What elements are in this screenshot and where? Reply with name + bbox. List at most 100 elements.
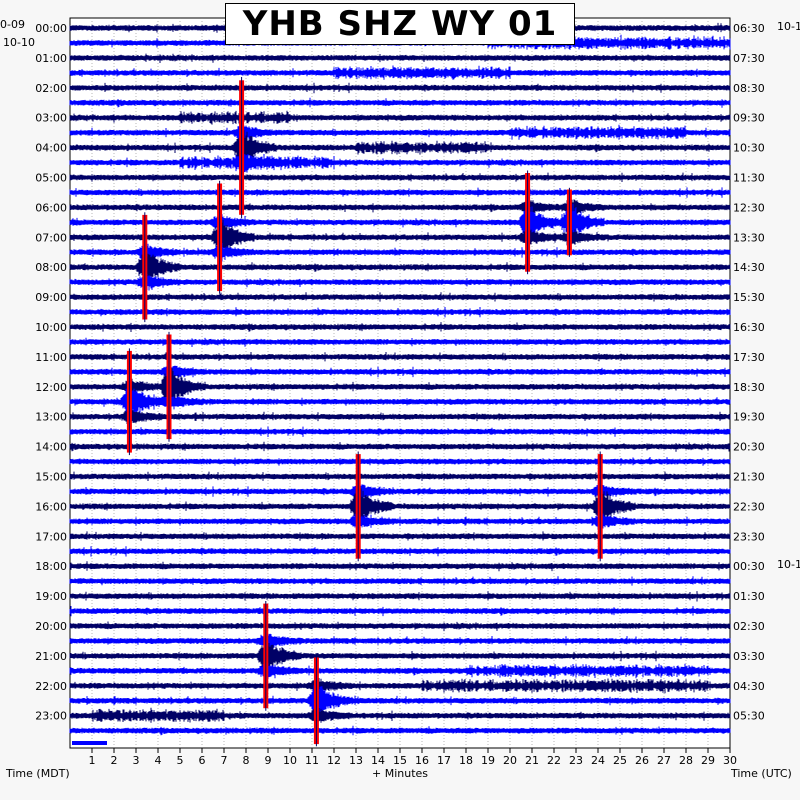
left-date-label-start: 0-09: [0, 18, 25, 31]
right-hour-label: 05:30: [733, 710, 765, 723]
left-date-label: 10-10: [3, 36, 35, 49]
x-axis-title: + Minutes: [372, 767, 428, 780]
trace-row-34: [69, 531, 731, 541]
trace-row-28: [69, 441, 731, 452]
trace-row-36: [69, 561, 731, 572]
trace-row-11: [69, 187, 731, 198]
trace-row-41: [69, 632, 731, 650]
x-tick-label: 10: [283, 754, 297, 767]
right-hour-label: 15:30: [733, 291, 765, 304]
x-tick-label: 15: [393, 754, 407, 767]
trace-row-47: [69, 725, 731, 736]
left-hour-label: 08:00: [35, 261, 67, 274]
right-hour-label: 17:30: [733, 351, 765, 364]
x-tick-label: 20: [503, 754, 517, 767]
right-hour-label: 18:30: [733, 381, 765, 394]
left-hour-label: 10:00: [35, 321, 67, 334]
left-hour-label: 12:00: [35, 381, 67, 394]
right-hour-label: 02:30: [733, 620, 765, 633]
event-picks: [126, 77, 603, 747]
trace-row-30: [69, 471, 731, 481]
x-tick-label: 26: [635, 754, 649, 767]
x-tick-label: 24: [591, 754, 605, 767]
left-hour-label: 02:00: [35, 82, 67, 95]
right-hour-label: 14:30: [733, 261, 765, 274]
left-hour-axis: 00:00 01:00 02:00 03:00 04:00 05:00 06:00 07:00…: [35, 22, 67, 723]
x-tick-label: 5: [177, 754, 184, 767]
trace-row-12: [69, 199, 731, 217]
x-axis: 1 2 3 4 5 6 7 8 9 10 11 12 13 14 15 16 17 18 19 20 21 22 23 24 2…: [89, 748, 737, 767]
left-hour-label: 17:00: [35, 530, 67, 543]
trace-row-4: [69, 82, 731, 94]
trace-row-6: [69, 110, 731, 125]
trace-row-22: [69, 352, 731, 362]
x-tick-label: 1: [89, 754, 96, 767]
right-hour-label: 11:30: [733, 172, 765, 185]
right-hour-label: 03:30: [733, 650, 765, 663]
title-box: YHB SHZ WY 01: [225, 3, 575, 45]
trace-row-26: [69, 407, 731, 425]
trace-row-21: [69, 337, 731, 347]
left-hour-label: 16:00: [35, 500, 67, 513]
trace-row-29: [69, 457, 731, 466]
right-hour-label: 20:30: [733, 441, 765, 454]
x-tick-label: 6: [199, 754, 206, 767]
trace-row-39: [69, 606, 731, 617]
trace-row-3: [69, 65, 731, 80]
left-hour-label: 06:00: [35, 201, 67, 214]
left-hour-label: 01:00: [35, 52, 67, 65]
trace-row-23: [69, 363, 731, 380]
x-tick-label: 3: [133, 754, 140, 767]
right-hour-label: 08:30: [733, 82, 765, 95]
right-hour-label: 22:30: [733, 500, 765, 513]
right-hour-label: 21:30: [733, 471, 765, 484]
x-tick-label: 12: [327, 754, 341, 767]
right-hour-label: 16:30: [733, 321, 765, 334]
trace-row-37: [69, 576, 731, 586]
trace-row-20: [69, 322, 731, 332]
right-hour-label: 09:30: [733, 112, 765, 125]
trace-row-46: [69, 707, 731, 723]
right-date-label-start: 10-1: [777, 20, 800, 33]
left-hour-label: 11:00: [35, 351, 67, 364]
x-tick-label: 4: [155, 754, 162, 767]
left-hour-label: 03:00: [35, 112, 67, 125]
right-hour-axis: 06:30 07:30 08:30 09:30 10:30 11:30 12:30 13:30…: [733, 22, 765, 723]
trace-row-44: [69, 676, 731, 695]
right-hour-label: 07:30: [733, 52, 765, 65]
x-tick-label: 19: [481, 754, 495, 767]
left-hour-label: 00:00: [35, 22, 67, 35]
left-hour-label: 18:00: [35, 560, 67, 573]
right-hour-label: 13:30: [733, 231, 765, 244]
left-hour-label: 22:00: [35, 680, 67, 693]
scale-bar: [72, 741, 107, 745]
chart-title: YHB SHZ WY 01: [242, 4, 558, 44]
right-hour-label: 01:30: [733, 590, 765, 603]
trace-row-32: [69, 488, 731, 527]
trace-row-42: [69, 641, 731, 672]
right-hour-label: 00:30: [733, 560, 765, 573]
x-tick-label: 29: [701, 754, 715, 767]
trace-row-40: [69, 621, 731, 632]
x-tick-label: 22: [547, 754, 561, 767]
left-hour-label: 07:00: [35, 231, 67, 244]
right-hour-label: 04:30: [733, 680, 765, 693]
left-hour-label: 13:00: [35, 411, 67, 424]
right-axis-title: Time (UTC): [730, 767, 792, 780]
trace-row-27: [69, 426, 731, 437]
left-hour-label: 15:00: [35, 471, 67, 484]
right-hour-label: 12:30: [733, 201, 765, 214]
left-hour-label: 05:00: [35, 172, 67, 185]
left-hour-label: 14:00: [35, 441, 67, 454]
trace-row-7: [69, 124, 731, 140]
left-hour-label: 21:00: [35, 650, 67, 663]
seismogram-traces: [69, 22, 731, 736]
trace-row-25: [69, 387, 731, 417]
x-tick-label: 18: [459, 754, 473, 767]
left-hour-label: 09:00: [35, 291, 67, 304]
left-hour-label: 23:00: [35, 710, 67, 723]
trace-row-24: [69, 366, 731, 407]
trace-row-38: [69, 591, 731, 602]
trace-row-45: [69, 680, 731, 721]
